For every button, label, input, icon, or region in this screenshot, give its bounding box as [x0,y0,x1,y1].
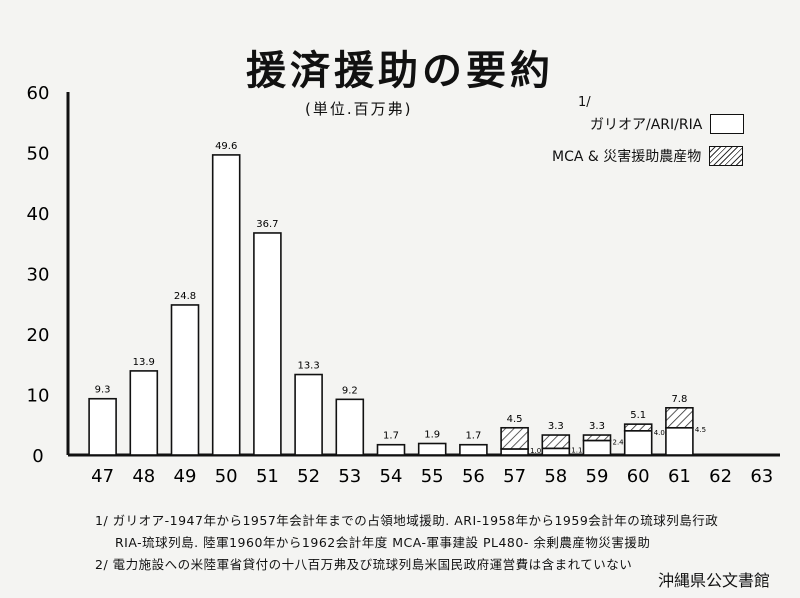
bar-galioa [88,397,117,456]
footnote-2: 2/ 電力施設への米陸軍省貸付の十八百万弗及び琉球列島米国民政府運営費は含まれて… [95,557,633,572]
y-tick-label: 10 [27,386,50,407]
bar-galioa [459,443,488,456]
footnote-1: 1/ ガリオア-1947年から1957年会計年までの占領地域援助. ARI-19… [95,513,719,528]
chart-subtitle: (単位.百万弗) [305,100,413,118]
base-data-label: 4.5 [695,426,706,434]
base-data-label: 4.0 [654,429,665,437]
bar-galioa [541,447,571,456]
bar-galioa [665,426,694,456]
bar-galioa [294,373,323,456]
data-label: 13.3 [297,361,319,372]
x-tick-label: 61 [668,466,691,487]
x-tick-label: 47 [91,466,114,487]
base-data-label: 1.1 [571,446,582,454]
y-tick-label: 50 [27,144,50,165]
y-tick-label: 30 [27,265,50,286]
base-data-label: 1.0 [530,447,541,455]
bar-galioa [623,429,653,456]
legend-label-galioa: ガリオア/ARI/RIA [590,117,703,133]
data-label: 9.3 [95,385,111,396]
archive-stamp: 沖縄県公文書館 [657,571,770,590]
bar-mca [500,426,529,450]
footnote-1-cont: RIA-琉球列島. 陸軍1960年から1962会計年度 MCA-軍事建設 PL4… [115,535,651,550]
bar-mca [541,434,571,450]
y-tick-label: 20 [27,325,50,346]
legend-label-mca: MCA & 災害援助農産物 [552,149,702,165]
bar-mca [582,434,612,442]
data-label: 3.3 [589,421,605,432]
bar-galioa [500,448,529,456]
x-tick-label: 53 [338,466,361,487]
bar-galioa [376,443,406,456]
bar-galioa [129,370,159,456]
legend-item-mca: MCA & 災害援助農産物 [552,146,744,166]
data-label: 1.7 [383,431,399,442]
data-label: 5.1 [630,410,646,421]
bar-mca [665,407,694,429]
x-tick-label: 48 [132,466,155,487]
base-data-label: 2.4 [613,438,625,446]
x-tick-label: 58 [544,466,567,487]
legend-item-galioa: ガリオア/ARI/RIA [590,114,745,134]
data-label: 24.8 [174,291,196,302]
x-tick-label: 60 [627,466,650,487]
bar-galioa [582,439,612,456]
bar-mca [623,423,653,432]
y-tick-label: 60 [27,83,50,104]
y-tick-label: 40 [27,204,50,225]
data-label: 1.9 [424,430,440,441]
x-tick-label: 51 [256,466,279,487]
bar-galioa [335,398,365,456]
x-tick-label: 54 [380,466,403,487]
data-label: 36.7 [256,219,278,230]
x-tick-label: 59 [586,466,609,487]
chart-title: 援済援助の要約 [246,48,554,94]
bar-galioa [170,304,200,456]
x-tick-label: 63 [750,466,773,487]
footnotes: 1/ ガリオア-1947年から1957年会計年までの占領地域援助. ARI-19… [95,510,718,576]
x-tick-label: 52 [297,466,320,487]
data-label: 49.6 [215,141,237,152]
bar-galioa [211,154,241,456]
x-tick-label: 57 [503,466,526,487]
bar-chart: 0 10 20 30 40 50 60 47 9.3 48 13.9 49 24.8 50 49.6 51 3… [27,83,780,487]
data-label: 1.7 [465,431,481,442]
bar-galioa [417,442,447,456]
x-tick-label: 62 [709,466,732,487]
data-label: 9.2 [342,385,358,396]
data-label: 13.9 [133,357,155,368]
x-tick-label: 56 [462,466,485,487]
x-tick-label: 50 [215,466,238,487]
legend-swatch-plain [710,114,745,134]
bar-galioa [253,232,282,456]
y-tick-label: 0 [32,446,43,467]
legend-swatch-hatched [709,146,744,166]
x-tick-label: 49 [174,466,197,487]
data-label: 7.8 [671,394,687,405]
x-tick-label: 55 [421,466,444,487]
legend-footnote-marker: 1/ [578,95,591,110]
data-label: 4.5 [507,414,523,425]
data-label: 3.3 [548,421,564,432]
